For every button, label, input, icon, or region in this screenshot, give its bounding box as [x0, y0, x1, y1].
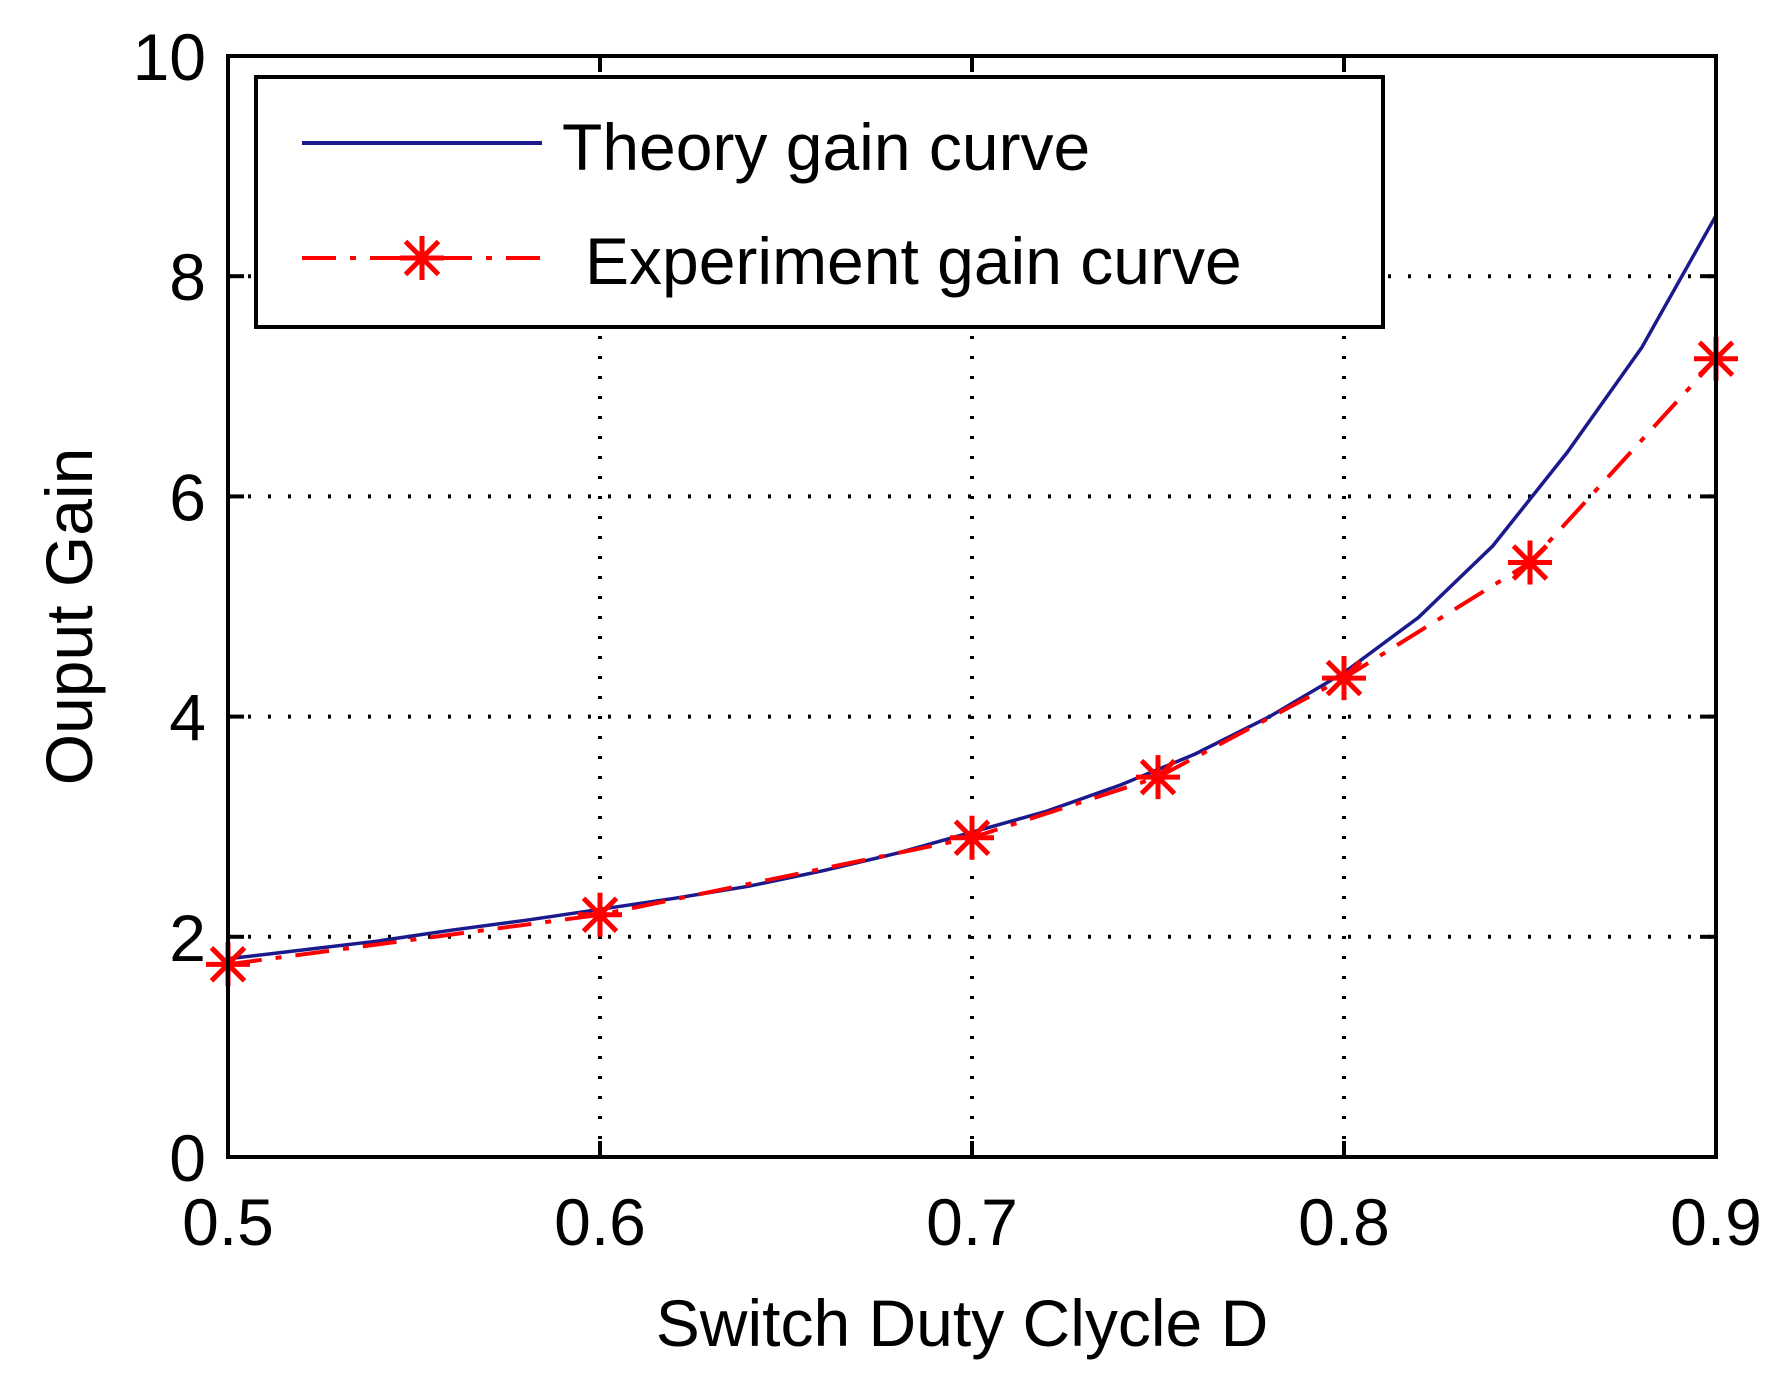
y-tick-label: 2 [169, 901, 206, 975]
marker-center [1151, 770, 1165, 785]
legend-marker-experiment [400, 236, 444, 280]
marker-center [1337, 671, 1351, 686]
y-tick-label: 4 [169, 681, 206, 755]
legend-label-experiment: Experiment gain curve [585, 224, 1242, 298]
marker-center [415, 251, 429, 265]
y-tick-label: 6 [169, 460, 206, 534]
y-tick-label: 0 [169, 1121, 206, 1195]
x-axis-title: Switch Duty Clycle D [656, 1286, 1268, 1360]
marker-center [965, 830, 979, 845]
y-tick-label: 10 [133, 20, 206, 94]
x-tick-label: 0.7 [926, 1185, 1018, 1259]
x-tick-label: 0.8 [1298, 1185, 1390, 1259]
legend: Theory gain curve Experiment gain curve [254, 75, 1385, 329]
x-tick-label: 0.5 [182, 1185, 274, 1259]
y-tick-label: 8 [169, 240, 206, 314]
experiment-point [1322, 656, 1366, 701]
series-layer [206, 214, 1738, 987]
experiment-point [950, 815, 994, 860]
legend-box [254, 75, 1385, 329]
experiment-point [1136, 755, 1180, 800]
marker-center [593, 907, 607, 922]
experiment-point [1508, 540, 1552, 585]
legend-star [400, 236, 444, 280]
legend-label-theory: Theory gain curve [562, 110, 1090, 184]
grid [228, 56, 1716, 1157]
y-axis-title: Ouput Gain [32, 448, 106, 786]
x-tick-label: 0.6 [554, 1185, 646, 1259]
experiment-point [578, 892, 622, 937]
x-tick-label: 0.9 [1670, 1185, 1762, 1259]
marker-center [1523, 555, 1537, 570]
ticks: 0.5 0.6 0.7 0.8 0.9 0 2 4 6 8 10 [133, 20, 1762, 1259]
